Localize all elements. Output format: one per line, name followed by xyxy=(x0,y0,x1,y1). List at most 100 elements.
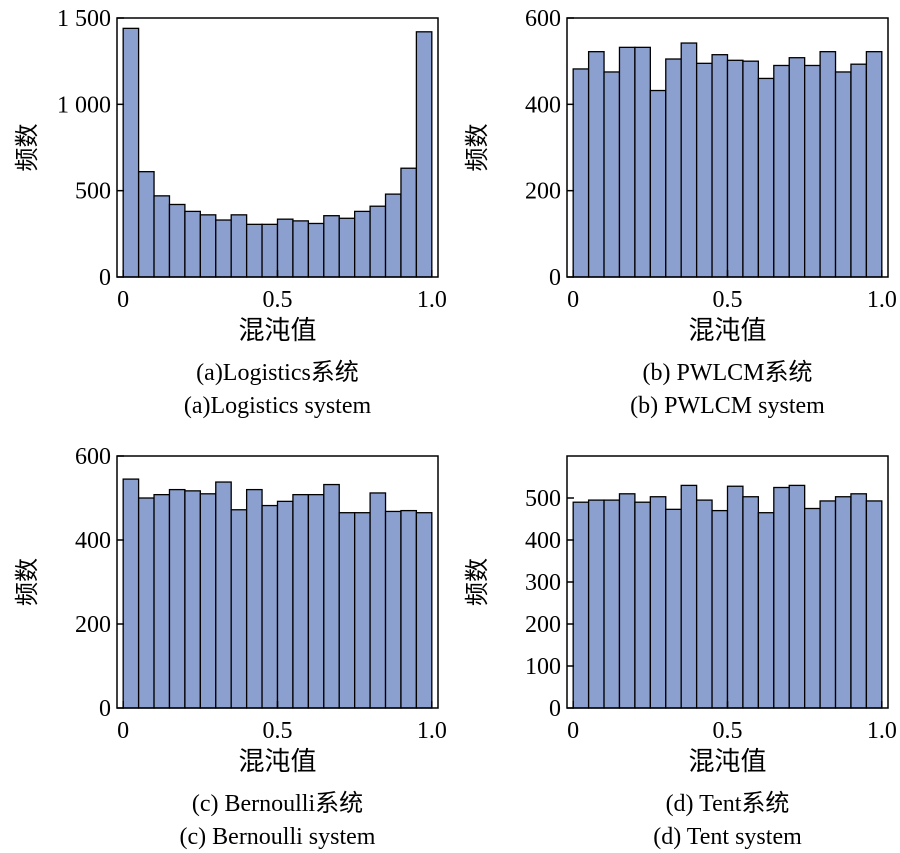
histogram-bar xyxy=(865,51,883,278)
histogram-bar xyxy=(665,508,682,709)
x-tick-label: 1.0 xyxy=(867,287,897,313)
histogram-bar xyxy=(384,510,402,709)
histogram-bar xyxy=(122,478,140,709)
histogram-bar xyxy=(572,68,590,278)
histogram-bar xyxy=(137,497,155,709)
x-axis-label: 混沌值 xyxy=(688,747,766,777)
y-tick-label: 400 xyxy=(525,528,561,554)
x-tick-label: 1.0 xyxy=(417,287,447,313)
histogram-bar xyxy=(680,484,698,709)
histogram-bar xyxy=(323,483,340,709)
histogram-bar xyxy=(572,501,590,709)
y-tick-label: 500 xyxy=(75,179,111,205)
histogram-bar xyxy=(742,496,760,709)
histogram-bar xyxy=(400,167,418,278)
caption-english: (c) Bernoulli system xyxy=(180,824,376,850)
histogram-bar xyxy=(354,512,371,709)
x-tick-label: 0.5 xyxy=(263,718,293,744)
histogram-bar xyxy=(773,64,790,278)
histogram-bar xyxy=(245,488,263,709)
histogram-bar xyxy=(788,57,806,278)
caption-chinese: (b) PWLCM系统 xyxy=(643,359,813,386)
histogram-bar xyxy=(850,493,868,709)
histogram-bar xyxy=(415,512,433,709)
histogram-bar xyxy=(261,504,279,709)
histogram-bar xyxy=(122,27,140,278)
y-tick-label: 0 xyxy=(549,265,561,291)
histogram-bar xyxy=(819,51,837,278)
histogram-bar xyxy=(634,501,651,709)
histogram-bar xyxy=(603,71,621,278)
histogram-bar xyxy=(137,171,155,278)
histogram-bar xyxy=(773,486,790,709)
y-tick-label: 400 xyxy=(75,528,111,554)
histogram-bar xyxy=(215,219,232,278)
x-tick-label: 0.5 xyxy=(713,287,743,313)
histogram-bar xyxy=(587,51,605,278)
y-axis-label: 频数 xyxy=(463,124,491,172)
histogram-bar xyxy=(649,89,667,278)
histogram-bar xyxy=(215,481,232,709)
histogram-bar xyxy=(711,509,729,709)
histogram-bar xyxy=(230,509,248,709)
histogram-bar xyxy=(354,210,371,278)
y-tick-label: 0 xyxy=(549,696,561,722)
histogram-bar xyxy=(665,58,682,278)
y-tick-label: 200 xyxy=(525,179,561,205)
histogram-bar xyxy=(618,493,636,709)
histogram-bar xyxy=(695,62,713,278)
x-tick-label: 0.5 xyxy=(713,718,743,744)
histogram-bar xyxy=(834,496,852,709)
histogram-bar xyxy=(384,193,402,278)
histogram-bar xyxy=(400,509,418,709)
histogram-bar xyxy=(757,512,775,709)
histogram-bar xyxy=(865,500,883,709)
histogram-bar xyxy=(369,205,387,278)
histogram-bar xyxy=(804,64,821,278)
histogram-bar xyxy=(603,499,621,709)
y-tick-label: 1 500 xyxy=(57,6,111,32)
x-tick-label: 1.0 xyxy=(417,718,447,744)
histogram-bar xyxy=(276,500,294,709)
y-tick-label: 600 xyxy=(525,6,561,32)
x-axis-label: 混沌值 xyxy=(238,747,316,777)
histogram-bar xyxy=(834,71,852,278)
histogram-bar xyxy=(711,54,729,278)
caption-chinese: (c) Bernoulli系统 xyxy=(192,790,363,817)
y-tick-label: 0 xyxy=(99,696,111,722)
caption-english: (a)Logistics system xyxy=(184,393,372,419)
x-tick-label: 1.0 xyxy=(867,718,897,744)
histogram-bar xyxy=(276,218,294,278)
x-tick-label: 0 xyxy=(117,287,129,313)
histogram-bar xyxy=(307,222,325,278)
histogram-bar xyxy=(695,499,713,709)
histogram-bar xyxy=(261,223,279,278)
histogram-bar xyxy=(757,77,775,278)
y-tick-label: 200 xyxy=(75,612,111,638)
histogram-bar xyxy=(323,215,340,278)
y-axis-label: 频数 xyxy=(13,124,41,172)
y-tick-label: 600 xyxy=(75,444,111,470)
y-axis-label: 频数 xyxy=(463,558,491,606)
x-axis-label: 混沌值 xyxy=(238,316,316,346)
y-tick-label: 0 xyxy=(99,265,111,291)
histogram-bar xyxy=(184,210,201,278)
y-tick-label: 1 000 xyxy=(57,92,111,118)
histogram-bar xyxy=(618,46,636,278)
histogram-bar xyxy=(415,31,433,278)
caption-chinese: (a)Logistics系统 xyxy=(196,359,359,386)
caption-english: (b) PWLCM system xyxy=(630,393,825,419)
histogram-bar xyxy=(634,46,651,278)
histogram-bar xyxy=(307,493,325,709)
x-tick-label: 0 xyxy=(117,718,129,744)
histogram-bar xyxy=(649,496,667,709)
y-tick-label: 100 xyxy=(525,654,561,680)
histogram-bar xyxy=(245,223,263,278)
x-axis-label: 混沌值 xyxy=(688,316,766,346)
histogram-bar xyxy=(184,490,201,709)
